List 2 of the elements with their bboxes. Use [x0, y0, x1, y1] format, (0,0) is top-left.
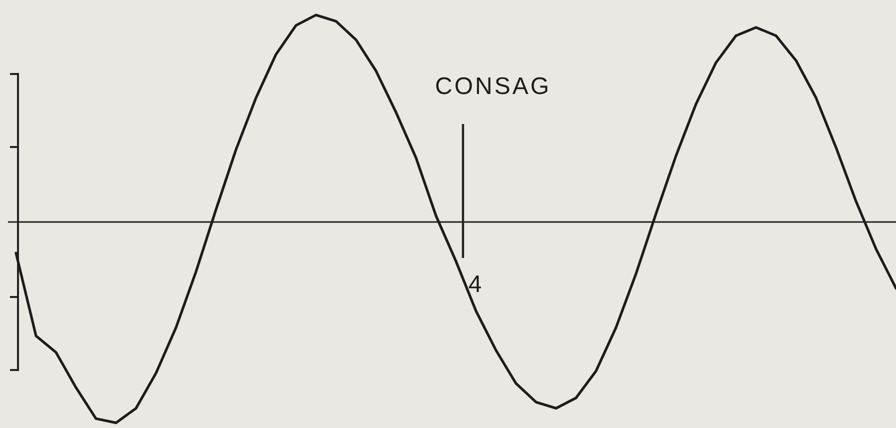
- annotation: CONSAG: [434, 73, 552, 100]
- annotation: 4: [468, 271, 482, 298]
